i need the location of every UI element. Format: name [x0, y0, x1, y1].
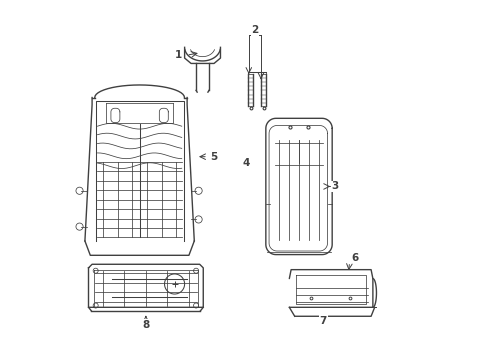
Text: 4: 4: [243, 158, 250, 168]
Text: 7: 7: [319, 316, 326, 326]
Text: 8: 8: [142, 320, 149, 329]
Text: 6: 6: [350, 253, 358, 263]
Text: 2: 2: [251, 25, 258, 35]
Text: 3: 3: [330, 181, 338, 192]
Text: 5: 5: [210, 152, 217, 162]
Text: 1: 1: [175, 50, 182, 60]
